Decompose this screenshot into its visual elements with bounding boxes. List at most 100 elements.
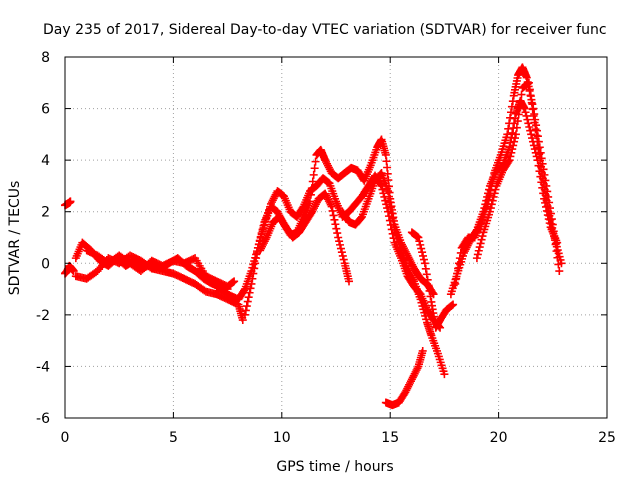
data-point-marker [485,207,494,216]
data-point-marker [406,269,415,278]
data-point-marker [528,134,537,143]
data-point-marker [322,191,331,200]
data-point-marker [537,169,546,178]
data-point-marker [249,269,258,278]
data-point-marker [409,371,418,380]
series-track-6 [180,259,239,291]
data-point-marker [388,214,397,223]
data-point-marker [246,284,255,293]
data-point-marker [337,248,346,257]
x-tick-label: 10 [273,430,291,446]
series-track-13 [446,96,562,299]
data-point-marker [336,240,345,249]
data-point-marker [454,259,463,268]
data-point-marker [414,233,423,242]
data-point-marker [241,306,250,315]
data-point-marker [387,209,396,218]
data-point-marker [338,251,347,260]
data-point-marker [323,193,332,202]
data-point-marker [238,316,247,325]
data-point-marker [486,204,495,213]
data-point-marker [475,243,484,252]
data-point-marker [323,161,332,170]
data-point-marker [330,215,339,224]
data-point-marker [334,233,343,242]
data-point-marker [529,111,538,120]
data-point-marker [307,184,316,193]
series-track-8 [240,135,438,319]
data-point-marker [454,264,463,273]
data-point-marker [406,379,415,388]
data-point-marker [505,156,514,165]
y-tick-label: 6 [41,102,50,118]
data-point-marker [517,90,526,99]
data-point-marker [537,162,546,171]
data-point-marker [403,264,412,273]
data-point-marker [418,346,427,355]
data-point-marker [549,227,558,236]
data-point-marker [384,207,393,216]
data-point-marker [410,369,419,378]
data-point-marker [489,173,498,182]
data-point-marker [540,185,549,194]
data-point-marker [308,177,317,186]
data-point-marker [312,198,321,207]
data-point-marker [530,118,539,127]
data-point-marker [413,364,422,373]
data-point-marker [484,195,493,204]
data-point-marker [506,152,515,161]
y-axis-label: SDTVAR / TECUs [7,181,23,296]
data-point-marker [306,190,315,199]
data-point-marker [259,239,268,248]
x-tick-label: 15 [381,430,399,446]
data-point-marker [522,111,531,120]
data-point-marker [309,170,318,179]
series-track-14 [451,63,564,288]
data-point-marker [403,384,412,393]
data-point-marker [456,248,465,257]
data-point-marker [325,198,334,207]
data-point-marker [310,204,319,213]
data-point-marker [240,310,249,319]
data-point-marker [311,157,320,166]
data-point-marker [310,164,319,173]
data-point-marker [478,232,487,241]
y-tick-label: 2 [41,205,50,221]
data-point-marker [308,207,317,216]
data-point-marker [385,198,394,207]
data-point-marker [309,205,318,214]
data-point-marker [513,117,522,126]
data-point-marker [258,240,267,249]
data-point-marker [421,264,430,273]
data-point-marker [401,388,410,397]
data-point-marker [386,203,395,212]
data-point-marker [321,156,330,165]
data-point-marker [528,105,537,114]
data-point-marker [455,254,464,263]
y-tick-label: -6 [36,411,50,427]
data-point-marker [527,130,536,139]
data-point-marker [508,97,517,106]
series-track-1 [61,197,75,210]
data-point-marker [323,159,332,168]
data-point-marker [404,382,413,391]
data-point-marker [536,156,545,165]
data-point-marker [547,219,556,228]
data-point-marker [425,286,434,295]
data-point-marker [261,235,270,244]
data-point-marker [504,124,513,133]
data-point-marker [416,240,425,249]
data-point-marker [524,78,533,87]
data-point-marker [407,271,416,280]
data-point-marker [511,134,520,143]
data-point-marker [440,370,449,379]
data-point-marker [526,126,535,135]
data-point-marker [251,259,260,268]
data-point-marker [477,235,486,244]
x-axis-label: GPS time / hours [276,459,393,475]
data-point-marker [504,157,513,166]
x-tick-label: 5 [169,430,178,446]
data-point-marker [543,202,552,211]
data-point-marker [546,215,555,224]
data-point-marker [402,386,411,395]
